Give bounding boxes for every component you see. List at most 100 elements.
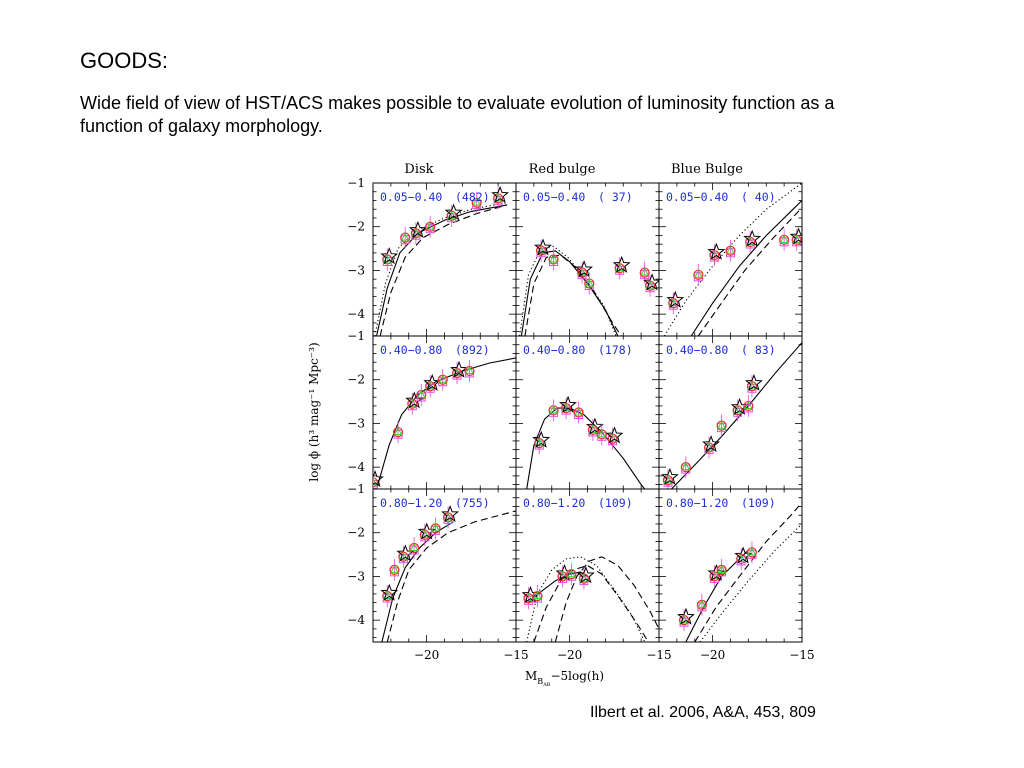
y-tick-label: −3	[347, 263, 365, 277]
panel-count: (109)	[598, 496, 633, 510]
triangle-point	[574, 407, 583, 416]
y-tick-label: −2	[347, 526, 365, 540]
star-point	[441, 504, 460, 523]
panel-r0-c1: 0.05−0.40 ( 37)	[515, 182, 660, 337]
data-points	[666, 227, 802, 315]
slide-body-text: Wide field of view of HST/ACS makes poss…	[80, 93, 835, 136]
star-point	[660, 467, 679, 485]
panel-frame	[515, 182, 660, 337]
panel-r2-c2: 0.80−1.20 (109) −20 −15	[658, 488, 815, 662]
triangle-point	[533, 591, 542, 600]
model-lines	[663, 183, 802, 336]
data-points	[380, 504, 460, 608]
panel-z-range: 0.05−0.40	[380, 190, 442, 204]
panel-redshift-label: 0.05−0.40 ( 37)	[523, 190, 633, 204]
model-lines	[374, 202, 508, 336]
triangle-point	[549, 405, 558, 414]
model-line-solid	[520, 250, 619, 336]
data-points	[532, 395, 624, 455]
x-tick-label: −15	[503, 648, 528, 662]
star-point	[612, 255, 631, 273]
panel-z-range: 0.05−0.40	[666, 190, 728, 204]
star-point	[408, 220, 427, 238]
panel-count: ( 37)	[598, 190, 633, 204]
star-point	[707, 563, 726, 582]
panel-redshift-label: 0.40−0.80 ( 83)	[666, 343, 776, 357]
model-lines	[381, 510, 516, 642]
triangle-point	[393, 427, 403, 436]
triangle-point	[584, 278, 594, 287]
star-point	[730, 397, 749, 415]
panel-r1-c2: 0.40−0.80 ( 83)	[658, 335, 803, 490]
y-tick-label: −4	[347, 613, 365, 627]
triangle-point	[697, 599, 707, 608]
triangle-point	[373, 477, 378, 486]
panel-count: (755)	[455, 496, 490, 510]
star-point	[380, 247, 399, 265]
model-line-solid	[685, 549, 749, 642]
triangle-point	[438, 374, 448, 383]
model-line-dashed	[694, 501, 802, 642]
triangle-point	[747, 547, 757, 556]
model-line-dashed	[524, 254, 622, 336]
panel-frame	[515, 335, 660, 490]
star-point	[373, 469, 384, 488]
panel-z-range: 0.80−1.20	[666, 496, 728, 510]
model-line-dotted	[699, 523, 802, 642]
data-points	[534, 238, 659, 297]
triangle-point	[693, 269, 703, 278]
y-tick-label: −2	[347, 220, 365, 234]
y-tick-label: −3	[347, 569, 365, 583]
data-points	[521, 563, 595, 610]
column-title-blue-bulge: Blue Bulge	[671, 162, 743, 177]
model-line-solid	[381, 521, 454, 642]
triangle-point	[597, 429, 607, 438]
panel-z-range: 0.40−0.80	[523, 343, 585, 357]
luminosity-function-figure: Disk Red bulge Blue Bulge log ϕ (h³ mag⁻…	[307, 162, 815, 688]
triangle-point	[717, 564, 726, 573]
star-point	[605, 426, 624, 444]
circle-point	[373, 477, 379, 488]
y-tick-label: −1	[347, 329, 365, 343]
panel-r2-c1: 0.80−1.20 (109) −20 −15	[515, 488, 672, 662]
triangle-point	[681, 462, 691, 471]
model-line-dashed	[386, 510, 516, 642]
panel-z-range: 0.40−0.80	[666, 343, 728, 357]
star-point	[643, 273, 659, 291]
x-axis-label-subsub: AB	[542, 682, 551, 688]
star-point	[707, 242, 726, 260]
y-axis-label: log ϕ (h³ mag⁻¹ Mpc⁻³)	[307, 342, 321, 481]
y-tick-label: −3	[347, 416, 365, 430]
star-point	[555, 563, 574, 582]
star-point	[789, 227, 802, 245]
data-points	[373, 359, 475, 489]
triangle-point	[425, 221, 435, 230]
star-point	[744, 373, 763, 391]
panel-z-range: 0.80−1.20	[380, 496, 442, 510]
star-point	[405, 391, 424, 409]
panel-redshift-label: 0.40−0.80 (892)	[380, 343, 490, 357]
panel-redshift-label: 0.80−1.20 (755)	[380, 496, 490, 510]
triangle-point	[400, 232, 410, 241]
star-point	[743, 229, 762, 247]
panel-redshift-label: 0.05−0.40 (482)	[380, 190, 490, 204]
panel-z-range: 0.05−0.40	[523, 190, 585, 204]
panel-count: (482)	[455, 190, 490, 204]
panel-frame	[372, 335, 517, 490]
panel-frame	[372, 182, 517, 337]
x-tick-label: −20	[414, 648, 439, 662]
y-tick-label: −1	[347, 482, 365, 496]
panel-redshift-label: 0.05−0.40 ( 40)	[666, 190, 776, 204]
x-axis-label-sub: B	[537, 677, 543, 686]
panel-frame	[658, 335, 803, 490]
star-point	[444, 203, 463, 221]
panel-redshift-label: 0.40−0.80 (178)	[523, 343, 633, 357]
y-tick-label: −4	[347, 460, 365, 474]
model-line-dashed	[697, 206, 802, 336]
triangle-point	[744, 400, 753, 409]
star-point	[521, 585, 540, 603]
star-point	[450, 360, 468, 378]
data-points	[660, 373, 763, 489]
triangle-point	[567, 569, 576, 578]
star-point	[576, 566, 595, 584]
